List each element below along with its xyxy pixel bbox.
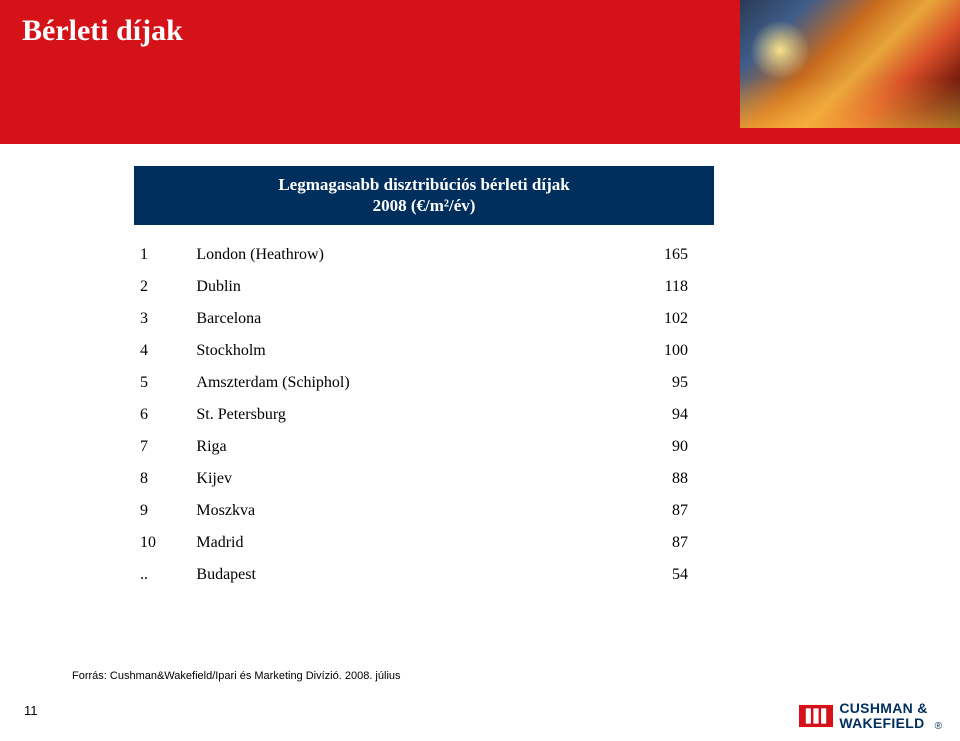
- city-cell: Riga: [190, 431, 573, 463]
- value-cell: 102: [573, 303, 694, 335]
- slide: Bérleti díjak Legmagasabb disztribúciós …: [0, 0, 960, 741]
- page-title: Bérleti díjak: [22, 14, 183, 48]
- table-row: 5Amszterdam (Schiphol)95: [134, 367, 694, 399]
- brand-logo-text: CUSHMAN & WAKEFIELD: [839, 699, 927, 730]
- content-area: Legmagasabb disztribúciós bérleti díjak …: [0, 144, 960, 591]
- rank-cell: 8: [134, 463, 190, 495]
- registered-mark: ®: [934, 699, 942, 732]
- table-header: Legmagasabb disztribúciós bérleti díjak …: [134, 166, 714, 225]
- city-cell: Budapest: [190, 559, 573, 591]
- table-row: 3Barcelona102: [134, 303, 694, 335]
- city-cell: Kijev: [190, 463, 573, 495]
- brand-logo: CUSHMAN & WAKEFIELD ®: [799, 699, 942, 733]
- table-row: 4Stockholm100: [134, 335, 694, 367]
- rank-cell: 7: [134, 431, 190, 463]
- header-photo: [740, 0, 960, 128]
- city-cell: Stockholm: [190, 335, 573, 367]
- table-header-line2: 2008 (€/m²/év): [373, 196, 476, 215]
- table-row: 7Riga90: [134, 431, 694, 463]
- value-cell: 165: [573, 239, 694, 271]
- value-cell: 100: [573, 335, 694, 367]
- rank-cell: 10: [134, 527, 190, 559]
- value-cell: 87: [573, 527, 694, 559]
- value-cell: 88: [573, 463, 694, 495]
- city-cell: Barcelona: [190, 303, 573, 335]
- rank-cell: 1: [134, 239, 190, 271]
- table-row: 1London (Heathrow)165: [134, 239, 694, 271]
- city-cell: London (Heathrow): [190, 239, 573, 271]
- rank-cell: 4: [134, 335, 190, 367]
- table-row: 8Kijev88: [134, 463, 694, 495]
- city-cell: Madrid: [190, 527, 573, 559]
- value-cell: 87: [573, 495, 694, 527]
- rank-cell: 6: [134, 399, 190, 431]
- table-header-line1: Legmagasabb disztribúciós bérleti díjak: [278, 175, 569, 194]
- source-text: Forrás: Cushman&Wakefield/Ipari és Marke…: [72, 670, 401, 682]
- value-cell: 94: [573, 399, 694, 431]
- value-cell: 54: [573, 559, 694, 591]
- table-row: 10Madrid87: [134, 527, 694, 559]
- rent-table: 1London (Heathrow)1652Dublin1183Barcelon…: [134, 239, 694, 591]
- rank-cell: 5: [134, 367, 190, 399]
- table-row: 6St. Petersburg94: [134, 399, 694, 431]
- header-red-strip-right: [740, 128, 960, 144]
- table-row: 9Moszkva87: [134, 495, 694, 527]
- city-cell: St. Petersburg: [190, 399, 573, 431]
- city-cell: Amszterdam (Schiphol): [190, 367, 573, 399]
- table-row: 2Dublin118: [134, 271, 694, 303]
- table-header-wrap: Legmagasabb disztribúciós bérleti díjak …: [134, 166, 714, 225]
- value-cell: 95: [573, 367, 694, 399]
- rank-cell: 2: [134, 271, 190, 303]
- value-cell: 118: [573, 271, 694, 303]
- cushman-wakefield-mark-icon: [799, 699, 833, 733]
- city-cell: Dublin: [190, 271, 573, 303]
- rank-cell: 3: [134, 303, 190, 335]
- page-number: 11: [24, 703, 38, 718]
- value-cell: 90: [573, 431, 694, 463]
- table-row: ..Budapest54: [134, 559, 694, 591]
- rank-cell: ..: [134, 559, 190, 591]
- brand-line1: CUSHMAN &: [839, 701, 927, 716]
- rank-cell: 9: [134, 495, 190, 527]
- city-cell: Moszkva: [190, 495, 573, 527]
- brand-line2: WAKEFIELD: [839, 716, 927, 731]
